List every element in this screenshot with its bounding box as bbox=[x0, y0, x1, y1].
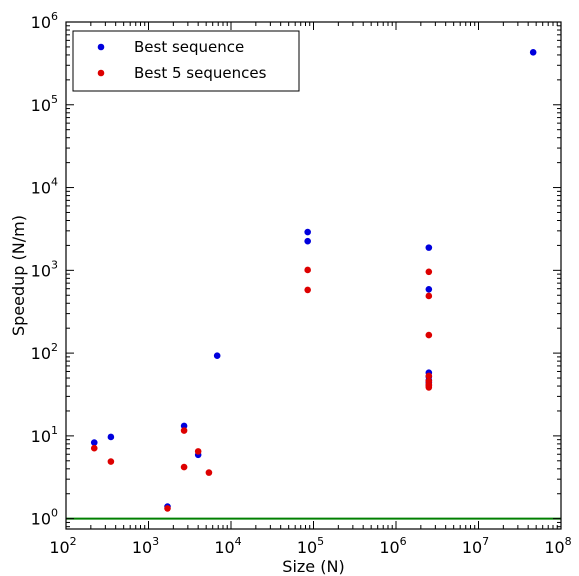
point-best-sequence bbox=[90, 439, 98, 446]
point-best-sequence bbox=[425, 285, 433, 293]
x-tick-label: 106 bbox=[379, 535, 406, 557]
point-best-5-sequences bbox=[180, 463, 188, 471]
point-best-5-sequences bbox=[425, 384, 433, 391]
point-best-sequence bbox=[529, 49, 537, 56]
point-best-5-sequences bbox=[425, 372, 433, 380]
point-best-5-sequences bbox=[304, 286, 311, 294]
y-tick-label: 103 bbox=[31, 258, 58, 280]
legend-marker-best-sequence bbox=[97, 43, 105, 51]
y-tick-label: 105 bbox=[31, 93, 58, 115]
legend-marker-best-5-sequences bbox=[97, 69, 105, 77]
y-tick-label: 102 bbox=[31, 341, 58, 363]
point-best-5-sequences bbox=[194, 448, 202, 455]
point-best-5-sequences bbox=[425, 292, 433, 300]
x-tick-label: 105 bbox=[297, 535, 324, 557]
point-best-5-sequences bbox=[180, 427, 188, 434]
point-best-5-sequences bbox=[425, 331, 433, 339]
point-best-sequence bbox=[304, 237, 311, 245]
point-best-sequence bbox=[213, 352, 221, 360]
legend-box bbox=[72, 30, 300, 92]
y-tick-label: 104 bbox=[31, 176, 58, 198]
point-best-5-sequences bbox=[304, 266, 311, 274]
y-tick-label: 101 bbox=[31, 424, 58, 446]
y-tick-label: 106 bbox=[31, 10, 58, 32]
point-best-sequence bbox=[107, 433, 115, 441]
legend-label-best-sequence: Best sequence bbox=[134, 38, 244, 56]
legend-label-best-5-sequences: Best 5 sequences bbox=[134, 64, 267, 82]
tick-labels-layer: 102 103 104 105 106 107 108 100 101 102 103 104 105 1… bbox=[31, 10, 572, 557]
point-best-5-sequences bbox=[90, 444, 98, 452]
data-points-layer bbox=[90, 49, 537, 512]
legend: Best sequence Best 5 sequences bbox=[72, 30, 300, 92]
x-axis-label: Size (N) bbox=[282, 557, 344, 576]
point-best-5-sequences bbox=[164, 505, 171, 512]
point-best-sequence bbox=[304, 228, 311, 236]
x-tick-label: 103 bbox=[132, 535, 159, 557]
y-axis-label: Speedup (N/m) bbox=[9, 215, 28, 336]
x-tick-label: 102 bbox=[49, 535, 76, 557]
point-best-5-sequences bbox=[425, 268, 433, 276]
x-tick-label: 104 bbox=[214, 535, 241, 557]
point-best-5-sequences bbox=[107, 458, 115, 465]
point-best-sequence bbox=[180, 422, 188, 430]
point-best-sequence bbox=[425, 244, 433, 251]
x-tick-label: 108 bbox=[544, 535, 571, 557]
axis-ticks-layer bbox=[65, 21, 562, 529]
y-tick-label: 100 bbox=[31, 507, 58, 529]
point-best-5-sequences bbox=[205, 469, 213, 476]
x-tick-label: 107 bbox=[462, 535, 489, 557]
